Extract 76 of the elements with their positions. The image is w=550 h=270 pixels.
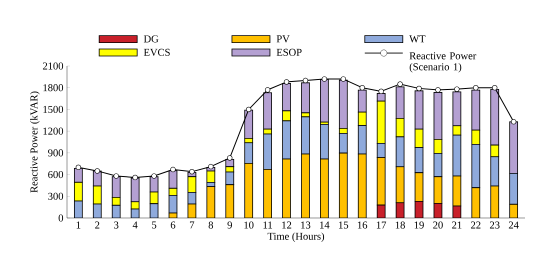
bar [490, 156, 500, 186]
x-tick-label: 8 [208, 222, 214, 229]
point [302, 78, 308, 84]
x-tick-label: 5 [152, 222, 156, 229]
x-axis-title: Time (Hours) [268, 232, 324, 242]
point [284, 79, 290, 85]
point [492, 85, 498, 90]
x-tick-label: 20 [433, 222, 443, 229]
bar [338, 152, 348, 218]
x-tick-label: 24 [508, 222, 519, 228]
y-tick-label: 600 [48, 171, 64, 178]
x-tick-label: 14 [320, 222, 330, 228]
bar [225, 184, 234, 218]
x-tick-label: 10 [244, 222, 254, 229]
x-tick-label: 2 [95, 222, 100, 228]
y-tick-label: 1800 [43, 84, 64, 92]
x-tick-label: 4 [132, 222, 138, 228]
x-tick-label: 16 [358, 222, 368, 229]
x-tick-label: 13 [301, 222, 310, 229]
legend-label: WT [409, 35, 426, 42]
point [473, 85, 478, 90]
point [510, 119, 516, 124]
x-tick-label: 15 [338, 222, 348, 229]
bar [358, 154, 367, 218]
x-tick-label: 12 [282, 222, 292, 228]
bar [471, 144, 480, 188]
legend-label: DG [144, 35, 158, 42]
x-tick-label: 23 [490, 222, 500, 229]
y-tick-label: 1500 [43, 106, 64, 113]
x-tick-label: 1 [76, 222, 80, 228]
legend-label: PV [276, 35, 290, 42]
legend-label: EVCS [144, 48, 170, 56]
point [454, 86, 460, 92]
point [322, 76, 328, 82]
y-tick-label: 2100 [42, 62, 64, 70]
y-axis-title: Reactive Power (kVAR) [30, 92, 40, 193]
point [397, 81, 403, 87]
point [114, 173, 119, 179]
point [132, 174, 138, 180]
x-tick-label: 21 [452, 222, 462, 228]
bar [244, 162, 254, 218]
y-tick-label: 1200 [43, 128, 64, 135]
x-tick-label: 18 [396, 222, 405, 229]
x-tick-label: 3 [114, 222, 118, 229]
point [94, 168, 100, 174]
point [340, 76, 346, 82]
y-tick-label: 300 [48, 192, 64, 200]
x-tick-label: 22 [471, 222, 480, 228]
x-tick-label: 11 [263, 222, 272, 228]
point [170, 166, 176, 172]
x-tick-label: 7 [190, 222, 194, 228]
y-tick-label: 900 [48, 149, 64, 156]
x-tick-label: 19 [414, 222, 424, 229]
point [360, 85, 365, 90]
bar [471, 187, 480, 218]
x-tick-label: 17 [376, 222, 386, 228]
point [227, 155, 232, 161]
legend-label: ESOP [276, 48, 302, 56]
point [416, 86, 422, 92]
legend-label: Reactive Power (Scenario 1) [410, 52, 476, 72]
bar [490, 186, 500, 218]
bar [358, 125, 367, 154]
bar [188, 176, 196, 193]
y-tick-label: 0 [58, 214, 64, 222]
point [151, 173, 157, 179]
x-tick-label: 9 [227, 222, 232, 229]
point [246, 106, 252, 112]
x-tick-label: 6 [170, 222, 176, 229]
point [264, 87, 270, 93]
bar [301, 82, 310, 114]
point [435, 87, 441, 93]
bar [244, 142, 254, 164]
point [189, 168, 195, 174]
point [76, 164, 82, 170]
point [208, 164, 214, 170]
point [378, 88, 384, 94]
